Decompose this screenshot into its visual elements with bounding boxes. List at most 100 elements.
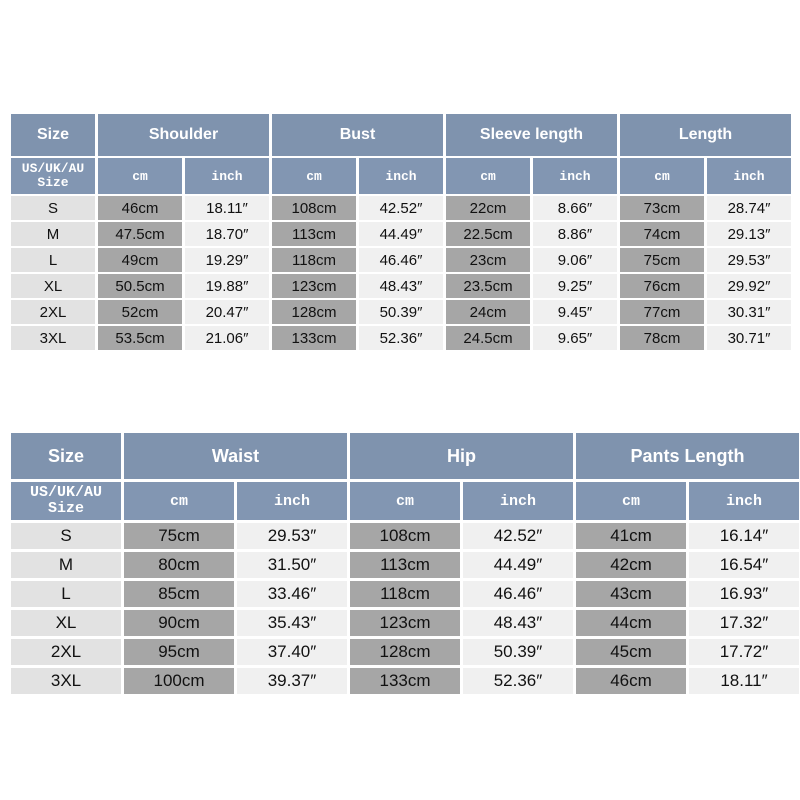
bottom-size-cell: M <box>11 552 121 578</box>
bottom-inch-cell: 16.93″ <box>689 581 800 607</box>
bottom-table-row: XL 90cm 35.43″ 123cm 48.43″ 44cm 17.32″ <box>11 610 800 636</box>
bottom-cm-cell: 95cm <box>124 639 234 665</box>
top-inch-cell: 42.52″ <box>359 196 443 220</box>
bottom-size-cell: L <box>11 581 121 607</box>
top-inch-cell: 28.74″ <box>707 196 792 220</box>
top-inch-cell: 29.13″ <box>707 222 792 246</box>
top-size-cell: S <box>11 196 95 220</box>
bottom-cm-cell: 85cm <box>124 581 234 607</box>
bottom-inch-cell: 37.40″ <box>237 639 347 665</box>
top-inch-cell: 18.70″ <box>185 222 269 246</box>
bottom-size-table: Size Waist Hip Pants Length US/UK/AU Size cm i… <box>8 430 800 697</box>
top-unit-cm: cm <box>272 158 356 194</box>
bottom-cm-cell: 75cm <box>124 523 234 549</box>
top-cm-cell: 128cm <box>272 300 356 324</box>
bottom-unit-inch: inch <box>463 482 573 520</box>
top-inch-cell: 9.06″ <box>533 248 617 272</box>
top-table-row: 3XL 53.5cm 21.06″ 133cm 52.36″ 24.5cm 9.65″ 78c… <box>11 326 792 350</box>
top-size-header: Size <box>11 114 95 156</box>
bottom-group-header-row: Size Waist Hip Pants Length <box>11 433 800 479</box>
top-cm-cell: 50.5cm <box>98 274 182 298</box>
top-unit-inch: inch <box>707 158 792 194</box>
top-cm-cell: 73cm <box>620 196 704 220</box>
top-region-size-header: US/UK/AU Size <box>11 158 95 194</box>
bottom-cm-cell: 41cm <box>576 523 686 549</box>
top-table-row: M 47.5cm 18.70″ 113cm 44.49″ 22.5cm 8.86″ 74cm 2… <box>11 222 792 246</box>
top-inch-cell: 21.06″ <box>185 326 269 350</box>
top-table-row: S 46cm 18.11″ 108cm 42.52″ 22cm 8.66″ 73cm 28.74… <box>11 196 792 220</box>
top-inch-cell: 30.31″ <box>707 300 792 324</box>
top-group-header: Shoulder <box>98 114 269 156</box>
top-cm-cell: 47.5cm <box>98 222 182 246</box>
top-unit-inch: inch <box>359 158 443 194</box>
top-cm-cell: 46cm <box>98 196 182 220</box>
top-cm-cell: 75cm <box>620 248 704 272</box>
bottom-table-row: 2XL 95cm 37.40″ 128cm 50.39″ 45cm 17.72″ <box>11 639 800 665</box>
bottom-cm-cell: 45cm <box>576 639 686 665</box>
top-cm-cell: 23cm <box>446 248 530 272</box>
bottom-cm-cell: 42cm <box>576 552 686 578</box>
bottom-unit-header-row: US/UK/AU Size cm inch cm inch cm inch <box>11 482 800 520</box>
bottom-cm-cell: 118cm <box>350 581 460 607</box>
top-inch-cell: 20.47″ <box>185 300 269 324</box>
top-size-cell: M <box>11 222 95 246</box>
bottom-unit-cm: cm <box>350 482 460 520</box>
top-inch-cell: 50.39″ <box>359 300 443 324</box>
top-inch-cell: 46.46″ <box>359 248 443 272</box>
top-group-header-row: Size Shoulder Bust Sleeve length Length <box>11 114 792 156</box>
bottom-table-row: S 75cm 29.53″ 108cm 42.52″ 41cm 16.14″ <box>11 523 800 549</box>
top-cm-cell: 74cm <box>620 222 704 246</box>
top-inch-cell: 19.88″ <box>185 274 269 298</box>
bottom-size-header: Size <box>11 433 121 479</box>
bottom-cm-cell: 128cm <box>350 639 460 665</box>
bottom-region-size-header: US/UK/AU Size <box>11 482 121 520</box>
top-inch-cell: 30.71″ <box>707 326 792 350</box>
bottom-size-cell: S <box>11 523 121 549</box>
bottom-table-row: M 80cm 31.50″ 113cm 44.49″ 42cm 16.54″ <box>11 552 800 578</box>
top-cm-cell: 77cm <box>620 300 704 324</box>
top-cm-cell: 22.5cm <box>446 222 530 246</box>
top-unit-inch: inch <box>185 158 269 194</box>
top-inch-cell: 9.25″ <box>533 274 617 298</box>
top-unit-cm: cm <box>98 158 182 194</box>
bottom-group-header: Hip <box>350 433 573 479</box>
top-size-cell: XL <box>11 274 95 298</box>
top-inch-cell: 8.86″ <box>533 222 617 246</box>
bottom-table-row: L 85cm 33.46″ 118cm 46.46″ 43cm 16.93″ <box>11 581 800 607</box>
bottom-table-row: 3XL 100cm 39.37″ 133cm 52.36″ 46cm 18.11″ <box>11 668 800 694</box>
bottom-inch-cell: 16.54″ <box>689 552 800 578</box>
bottom-cm-cell: 80cm <box>124 552 234 578</box>
top-table-row: L 49cm 19.29″ 118cm 46.46″ 23cm 9.06″ 75cm 29.53… <box>11 248 792 272</box>
bottom-cm-cell: 100cm <box>124 668 234 694</box>
top-cm-cell: 133cm <box>272 326 356 350</box>
top-inch-cell: 29.92″ <box>707 274 792 298</box>
bottom-size-cell: 2XL <box>11 639 121 665</box>
top-cm-cell: 113cm <box>272 222 356 246</box>
bottom-inch-cell: 50.39″ <box>463 639 573 665</box>
bottom-cm-cell: 46cm <box>576 668 686 694</box>
bottom-size-cell: XL <box>11 610 121 636</box>
bottom-inch-cell: 29.53″ <box>237 523 347 549</box>
bottom-unit-inch: inch <box>689 482 800 520</box>
top-inch-cell: 48.43″ <box>359 274 443 298</box>
bottom-unit-cm: cm <box>576 482 686 520</box>
top-cm-cell: 24.5cm <box>446 326 530 350</box>
bottom-inch-cell: 52.36″ <box>463 668 573 694</box>
top-cm-cell: 23.5cm <box>446 274 530 298</box>
top-cm-cell: 123cm <box>272 274 356 298</box>
top-inch-cell: 29.53″ <box>707 248 792 272</box>
top-inch-cell: 9.45″ <box>533 300 617 324</box>
bottom-inch-cell: 42.52″ <box>463 523 573 549</box>
bottom-cm-cell: 123cm <box>350 610 460 636</box>
bottom-cm-cell: 108cm <box>350 523 460 549</box>
bottom-inch-cell: 17.32″ <box>689 610 800 636</box>
bottom-size-cell: 3XL <box>11 668 121 694</box>
top-group-header: Bust <box>272 114 443 156</box>
bottom-group-header: Waist <box>124 433 347 479</box>
top-size-cell: L <box>11 248 95 272</box>
top-cm-cell: 52cm <box>98 300 182 324</box>
bottom-inch-cell: 17.72″ <box>689 639 800 665</box>
bottom-cm-cell: 43cm <box>576 581 686 607</box>
top-size-cell: 3XL <box>11 326 95 350</box>
top-group-header: Length <box>620 114 792 156</box>
